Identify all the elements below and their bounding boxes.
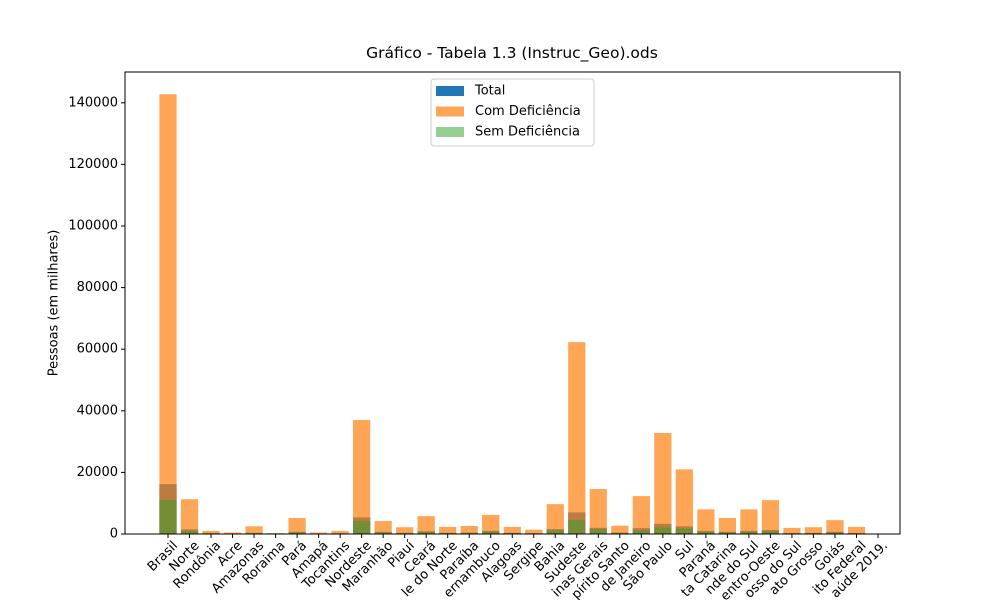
bar — [783, 527, 801, 534]
y-tick-label: 80000 — [77, 280, 118, 295]
bar — [632, 496, 650, 534]
legend-swatch — [436, 86, 464, 96]
bar — [482, 514, 500, 534]
y-tick-label: 140000 — [68, 95, 118, 110]
chart-title: Gráfico - Tabela 1.3 (Instruc_Geo).ods — [366, 44, 658, 63]
bar — [159, 500, 177, 534]
bar — [611, 525, 629, 534]
bar — [697, 509, 715, 534]
bar — [245, 526, 263, 534]
bar — [288, 517, 306, 534]
plot-frame — [124, 71, 901, 535]
bar — [718, 532, 736, 534]
bar — [482, 531, 500, 534]
bar — [675, 469, 693, 534]
bar — [718, 517, 736, 534]
bar — [374, 532, 392, 534]
legend: Total Com Deficiência Sem Deficiência — [430, 78, 595, 147]
bar — [331, 530, 349, 534]
y-tick-label: 100000 — [68, 219, 118, 234]
legend-label: Com Deficiência — [475, 104, 581, 119]
y-tick-label: 0 — [110, 527, 118, 542]
bar — [460, 532, 478, 534]
bar — [525, 529, 543, 534]
legend-label: Sem Deficiência — [475, 125, 580, 140]
bar — [697, 531, 715, 534]
y-tick-label: 120000 — [68, 157, 118, 172]
bar — [503, 526, 521, 534]
y-tick-label: 60000 — [77, 342, 118, 357]
bar — [288, 532, 306, 534]
bar — [374, 521, 392, 534]
y-tick-label: 20000 — [77, 465, 118, 480]
bar — [417, 531, 435, 534]
bar — [353, 420, 371, 534]
bar — [180, 499, 199, 534]
legend-swatch — [436, 127, 464, 137]
bar — [439, 526, 457, 534]
bar — [654, 432, 672, 534]
bar — [223, 532, 242, 534]
bar — [804, 527, 823, 534]
legend-box — [430, 78, 595, 147]
bar — [826, 520, 844, 534]
bar — [202, 530, 220, 534]
bar — [761, 531, 780, 534]
bar — [180, 530, 199, 534]
bar — [847, 526, 866, 534]
bar — [568, 520, 586, 534]
bar — [159, 94, 177, 535]
bar — [396, 527, 414, 534]
legend-swatch — [436, 106, 464, 117]
bar — [568, 342, 586, 534]
bar — [761, 500, 780, 534]
bar — [675, 528, 693, 534]
bar — [417, 516, 435, 534]
bar — [740, 509, 758, 534]
bar — [826, 532, 844, 534]
y-axis-label: Pessoas (em milhares) — [47, 230, 62, 377]
bar — [589, 489, 607, 534]
bar — [589, 529, 607, 534]
bar — [353, 521, 371, 534]
bar — [740, 531, 758, 534]
bar — [546, 504, 564, 534]
y-tick-label: 40000 — [77, 403, 118, 418]
bar — [310, 532, 328, 534]
bar — [460, 525, 478, 534]
bar — [632, 529, 650, 534]
bar — [546, 530, 564, 534]
bar — [654, 527, 672, 534]
legend-label: Total — [474, 84, 505, 99]
bar — [611, 532, 629, 534]
